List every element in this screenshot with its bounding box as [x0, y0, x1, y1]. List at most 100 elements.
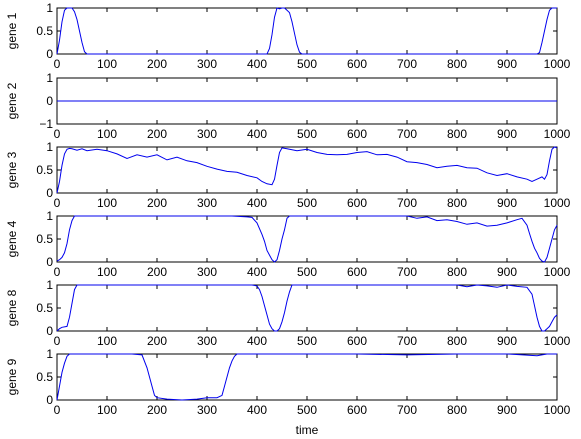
x-tick-label: 300 [197, 196, 217, 210]
y-tick-label: 1 [46, 140, 53, 154]
y-axis-label: gene 8 [5, 289, 19, 326]
x-tick-label: 400 [247, 127, 267, 141]
y-tick-label: 0.5 [36, 301, 53, 315]
y-tick-label: 0.5 [36, 232, 53, 246]
x-tick-label: 100 [97, 403, 117, 417]
y-axis-label: gene 9 [5, 358, 19, 395]
x-tick-label: 1000 [544, 403, 571, 417]
subplot-2: 0 100 200 300 400 500 600 700 800 900 1000−101gene… [5, 71, 571, 141]
x-tick-label: 700 [397, 127, 417, 141]
x-tick-label: 200 [147, 403, 167, 417]
y-tick-label: 0.5 [36, 163, 53, 177]
x-tick-label: 100 [97, 196, 117, 210]
y-tick-label: 0 [46, 94, 53, 108]
x-tick-label: 800 [447, 403, 467, 417]
x-tick-label: 800 [447, 265, 467, 279]
x-tick-label: 700 [397, 334, 417, 348]
x-tick-label: 400 [247, 265, 267, 279]
x-tick-label: 400 [247, 196, 267, 210]
y-tick-label: 0 [46, 186, 53, 200]
y-tick-label: 0 [46, 324, 53, 338]
y-tick-label: 1 [46, 347, 53, 361]
y-tick-label: −1 [39, 117, 53, 131]
x-tick-label: 300 [197, 265, 217, 279]
subplot-1: 0 100 200 300 400 500 600 700 800 900 1000 0 0.5 1 gen… [5, 1, 571, 71]
x-tick-label: 0 [54, 196, 61, 210]
series-line-6 [56, 353, 557, 401]
x-tick-label: 400 [247, 57, 267, 71]
x-tick-label: 900 [497, 196, 517, 210]
y-tick-label: 1 [46, 278, 53, 292]
y-tick-label: 0 [46, 47, 53, 61]
x-tick-label: 800 [447, 127, 467, 141]
y-tick-label: 1 [46, 71, 53, 85]
x-tick-label: 1000 [544, 265, 571, 279]
x-tick-label: 600 [347, 334, 367, 348]
x-tick-label: 900 [497, 57, 517, 71]
x-tick-label: 500 [297, 334, 317, 348]
x-tick-label: 200 [147, 265, 167, 279]
plot-frame [56, 353, 558, 401]
series-line-4 [56, 215, 558, 263]
x-tick-label: 100 [97, 57, 117, 71]
x-tick-label: 900 [497, 265, 517, 279]
x-tick-label: 400 [247, 403, 267, 417]
x-tick-label: 700 [397, 403, 417, 417]
y-axis-label: gene 2 [5, 82, 19, 119]
x-tick-label: 400 [247, 334, 267, 348]
x-axis-label: time [296, 423, 319, 437]
x-tick-label: 100 [97, 334, 117, 348]
x-tick-label: 0 [54, 127, 61, 141]
series-line-3 [56, 146, 558, 194]
x-tick-label: 800 [447, 196, 467, 210]
x-tick-label: 800 [447, 57, 467, 71]
x-tick-label: 300 [197, 403, 217, 417]
x-tick-label: 600 [347, 403, 367, 417]
y-axis-label: gene 4 [5, 220, 19, 257]
x-tick-label: 700 [397, 265, 417, 279]
x-tick-label: 200 [147, 127, 167, 141]
x-tick-label: 600 [347, 196, 367, 210]
y-tick-label: 0.5 [36, 370, 53, 384]
x-tick-label: 900 [497, 403, 517, 417]
x-tick-label: 800 [447, 334, 467, 348]
x-tick-label: 0 [54, 334, 61, 348]
x-tick-label: 1000 [544, 334, 571, 348]
x-tick-label: 900 [497, 127, 517, 141]
x-tick-label: 700 [397, 196, 417, 210]
plot-frame [56, 215, 558, 263]
plot-frame [56, 284, 558, 332]
y-axis-label: gene 1 [5, 12, 19, 49]
y-tick-label: 0.5 [36, 24, 53, 38]
x-tick-label: 900 [497, 334, 517, 348]
x-tick-label: 300 [197, 127, 217, 141]
subplot-3: 0 100 200 300 400 500 600 700 800 900 1000 0 0.5 1 gen… [5, 140, 571, 210]
x-tick-label: 700 [397, 57, 417, 71]
x-tick-label: 200 [147, 196, 167, 210]
y-tick-label: 1 [46, 209, 53, 223]
x-tick-label: 500 [297, 57, 317, 71]
x-tick-label: 600 [347, 265, 367, 279]
x-tick-label: 0 [54, 265, 61, 279]
x-tick-label: 0 [54, 403, 61, 417]
subplot-5: 0 100 200 300 400 500 600 700 800 900 1000 0 0.5 1 gen… [5, 278, 571, 348]
series-line-1 [56, 7, 557, 55]
x-tick-label: 1000 [544, 127, 571, 141]
x-tick-label: 500 [297, 403, 317, 417]
plot-frame [56, 7, 558, 55]
x-tick-label: 100 [97, 265, 117, 279]
x-tick-label: 500 [297, 265, 317, 279]
y-tick-label: 0 [46, 255, 53, 269]
x-tick-label: 500 [297, 196, 317, 210]
x-tick-label: 200 [147, 334, 167, 348]
x-tick-label: 1000 [544, 196, 571, 210]
y-tick-label: 1 [46, 1, 53, 15]
x-tick-label: 600 [347, 127, 367, 141]
y-axis-label: gene 3 [5, 151, 19, 188]
x-tick-label: 0 [54, 57, 61, 71]
x-tick-label: 200 [147, 57, 167, 71]
x-tick-label: 600 [347, 57, 367, 71]
x-tick-label: 100 [97, 127, 117, 141]
x-tick-label: 1000 [544, 57, 571, 71]
